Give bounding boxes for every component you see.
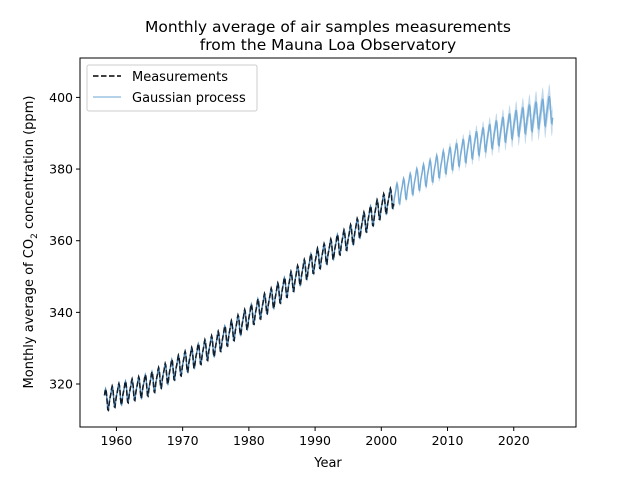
chart-title-line2: from the Mauna Loa Observatory <box>200 36 456 54</box>
x-tick-label: 2010 <box>432 433 464 448</box>
legend-frame <box>86 64 258 112</box>
x-tick-label: 2020 <box>498 433 530 448</box>
y-axis: 320 340 360 380 400 <box>49 90 80 392</box>
y-tick-label: 320 <box>49 377 73 392</box>
x-axis: 1960 1970 1980 1990 2000 2010 2020 <box>101 427 530 448</box>
legend-gp-label: Gaussian process <box>132 91 246 106</box>
legend: Measurements Gaussian process <box>86 64 258 112</box>
y-tick-label: 340 <box>49 305 73 320</box>
measurements-line <box>103 185 395 412</box>
y-tick-label: 360 <box>49 233 73 248</box>
x-tick-label: 1980 <box>233 433 265 448</box>
axes-frame <box>79 57 577 428</box>
plot-area <box>103 83 554 413</box>
x-tick-label: 1970 <box>167 433 199 448</box>
x-tick-label: 1990 <box>299 433 331 448</box>
x-tick-label: 1960 <box>101 433 133 448</box>
x-tick-label: 2000 <box>365 433 397 448</box>
chart-title-line1: Monthly average of air samples measureme… <box>145 18 511 36</box>
y-tick-label: 380 <box>49 162 73 177</box>
gp-mean-overlap <box>104 186 395 412</box>
x-axis-label: Year <box>313 456 342 471</box>
y-axis-label: Monthly average of CO2 concentration (pp… <box>22 96 40 389</box>
y-tick-label: 400 <box>49 90 73 105</box>
legend-measurements-label: Measurements <box>132 70 228 85</box>
